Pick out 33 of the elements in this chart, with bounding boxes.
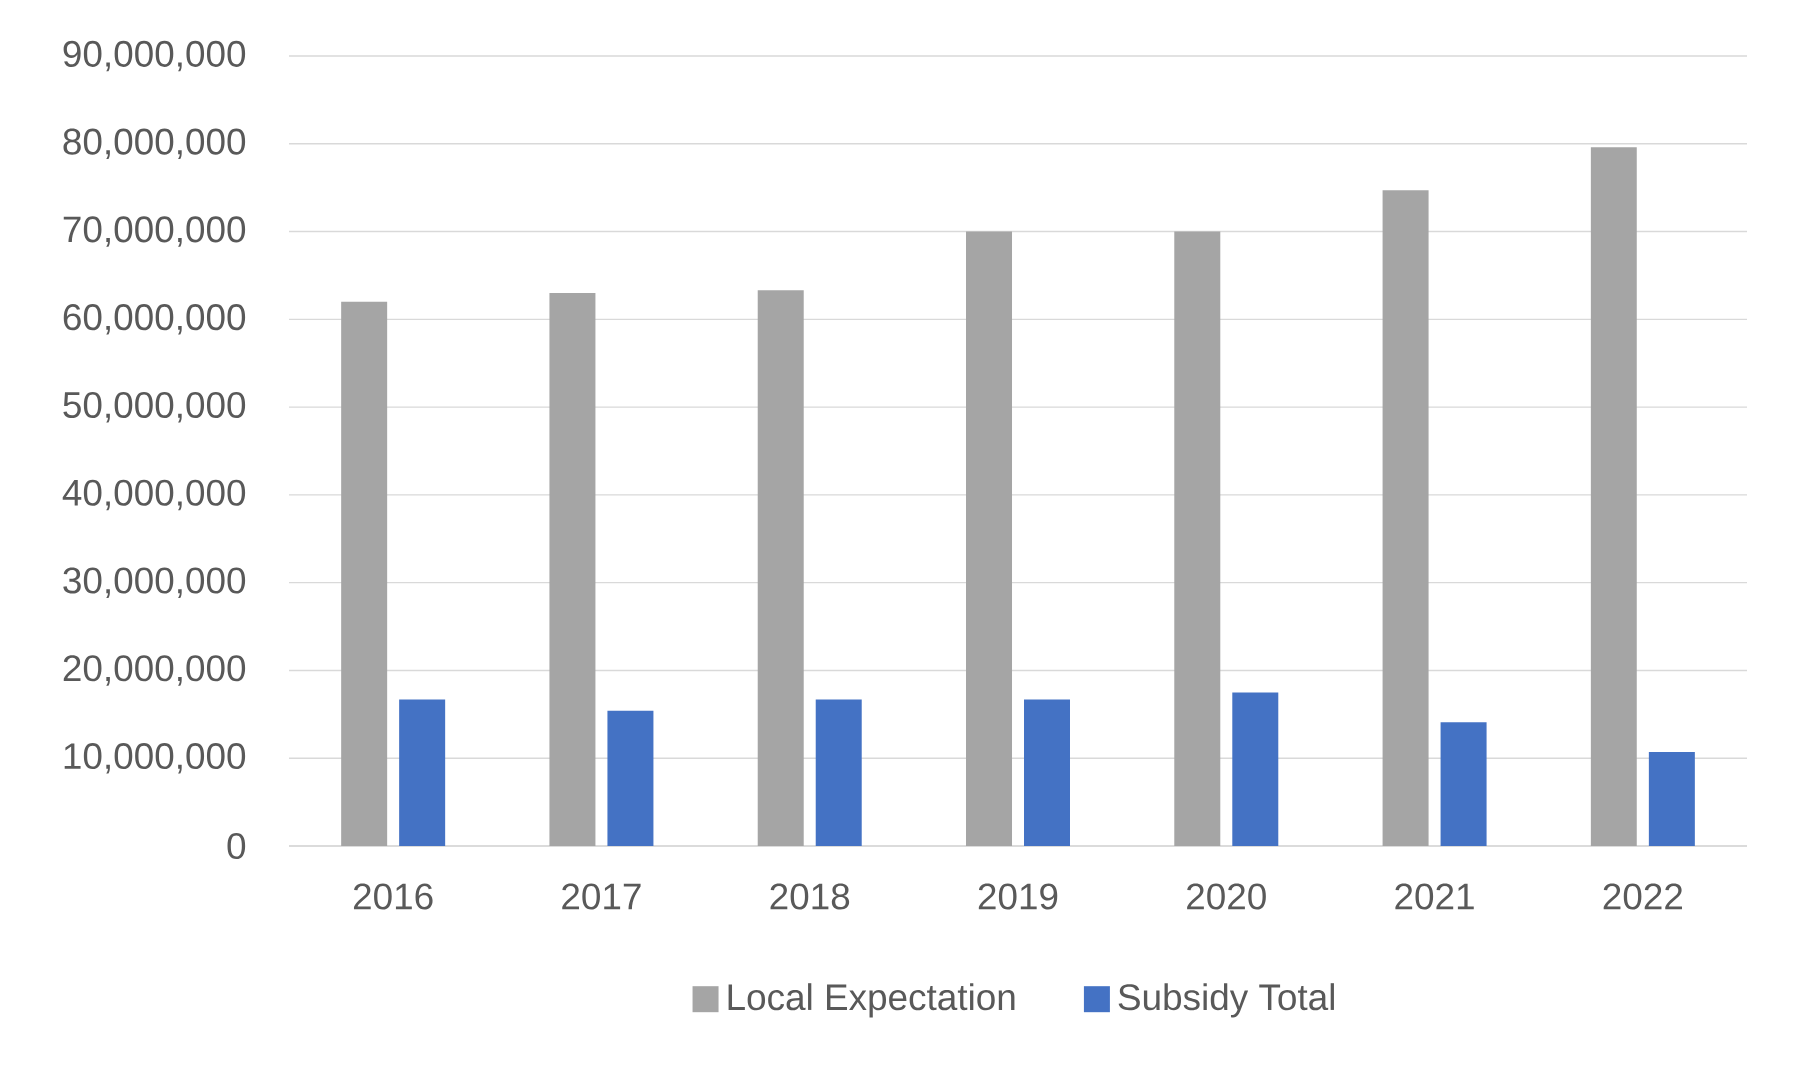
y-tick-label: 40,000,000: [62, 479, 246, 511]
legend-label: Local Expectation: [728, 983, 1015, 1018]
bar: [757, 290, 804, 846]
bar: [607, 710, 654, 846]
x-tick-label: 2016: [353, 883, 433, 910]
y-tick-label: 80,000,000: [63, 128, 246, 160]
bar: [1440, 722, 1487, 846]
bar: [1382, 190, 1429, 846]
bar: [815, 699, 862, 846]
y-tick-label: 50,000,000: [63, 391, 246, 423]
x-tick-label: 2021: [1395, 883, 1474, 910]
x-tick-label: 2018: [770, 883, 850, 910]
x-tick-label: 2019: [978, 883, 1058, 910]
bar: [341, 301, 388, 846]
bar: [1232, 692, 1279, 846]
y-tick-label: 30,000,000: [63, 567, 246, 598]
y-tick-label: 70,000,000: [63, 216, 246, 247]
bar: [549, 293, 596, 846]
x-tick-label: 2022: [1603, 883, 1682, 910]
x-tick-label: 2017: [562, 883, 641, 910]
bar: [1590, 147, 1637, 846]
bar: [1024, 699, 1070, 846]
bar: [1648, 752, 1695, 846]
bar: [1174, 231, 1221, 846]
y-tick-label: 90,000,000: [63, 40, 246, 72]
y-tick-label: 0: [227, 832, 246, 860]
bar: [966, 231, 1013, 846]
y-tick-label: 60,000,000: [63, 304, 246, 335]
x-tick-label: 2020: [1187, 883, 1266, 910]
y-tick-label: 10,000,000: [64, 742, 246, 774]
bar: [399, 699, 446, 846]
y-tick-label: 20,000,000: [63, 655, 246, 686]
legend-label: Subsidy Total: [1118, 983, 1334, 1018]
